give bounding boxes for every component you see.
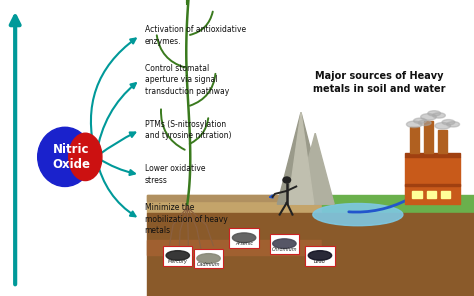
Text: Activation of antioxidative
enzymes.: Activation of antioxidative enzymes. xyxy=(145,25,246,46)
Ellipse shape xyxy=(308,251,332,260)
Text: Lead: Lead xyxy=(314,259,326,264)
Ellipse shape xyxy=(406,121,422,128)
Text: Chromium: Chromium xyxy=(272,247,297,252)
Ellipse shape xyxy=(37,127,92,186)
FancyBboxPatch shape xyxy=(270,234,299,254)
Bar xyxy=(410,127,419,153)
Text: Lower oxidative
stress: Lower oxidative stress xyxy=(145,164,205,185)
Polygon shape xyxy=(322,213,474,296)
Text: Control stomatal
aperture via signal
transduction pathway: Control stomatal aperture via signal tra… xyxy=(145,64,229,96)
Ellipse shape xyxy=(435,123,450,129)
Ellipse shape xyxy=(442,120,455,125)
Ellipse shape xyxy=(432,113,446,118)
Polygon shape xyxy=(288,112,314,204)
Polygon shape xyxy=(147,240,322,255)
FancyBboxPatch shape xyxy=(229,228,259,248)
Polygon shape xyxy=(147,213,322,296)
FancyBboxPatch shape xyxy=(305,246,335,266)
Text: Minimize the
mobilization of heavy
metals: Minimize the mobilization of heavy metal… xyxy=(145,203,228,235)
Bar xyxy=(424,121,433,153)
Polygon shape xyxy=(322,195,474,213)
Ellipse shape xyxy=(69,133,102,181)
Ellipse shape xyxy=(413,118,427,123)
Ellipse shape xyxy=(197,254,220,263)
Polygon shape xyxy=(277,112,325,204)
Bar xyxy=(438,130,447,153)
Ellipse shape xyxy=(232,233,256,242)
Ellipse shape xyxy=(166,251,190,260)
Bar xyxy=(412,191,422,198)
FancyBboxPatch shape xyxy=(194,249,223,268)
FancyBboxPatch shape xyxy=(163,246,192,266)
Text: Major sources of Heavy
metals in soil and water: Major sources of Heavy metals in soil an… xyxy=(313,71,446,94)
Text: Mercury: Mercury xyxy=(168,259,188,264)
Polygon shape xyxy=(147,195,322,201)
Bar xyxy=(405,157,460,204)
Ellipse shape xyxy=(283,177,291,183)
Ellipse shape xyxy=(420,114,437,120)
Bar xyxy=(441,191,450,198)
Ellipse shape xyxy=(428,111,441,116)
Text: Arsenic: Arsenic xyxy=(235,241,253,246)
Bar xyxy=(405,184,460,186)
Text: PTMs (S-nitrosylation
and tyrosine nitration): PTMs (S-nitrosylation and tyrosine nitra… xyxy=(145,120,231,141)
Ellipse shape xyxy=(418,120,431,126)
Ellipse shape xyxy=(447,122,460,127)
Ellipse shape xyxy=(313,204,403,226)
Text: Cadmium: Cadmium xyxy=(197,262,220,267)
Ellipse shape xyxy=(273,239,296,248)
Polygon shape xyxy=(296,133,334,204)
Polygon shape xyxy=(147,195,322,213)
Text: Nitric
Oxide: Nitric Oxide xyxy=(52,143,90,171)
Bar xyxy=(405,153,460,157)
Bar xyxy=(427,191,436,198)
